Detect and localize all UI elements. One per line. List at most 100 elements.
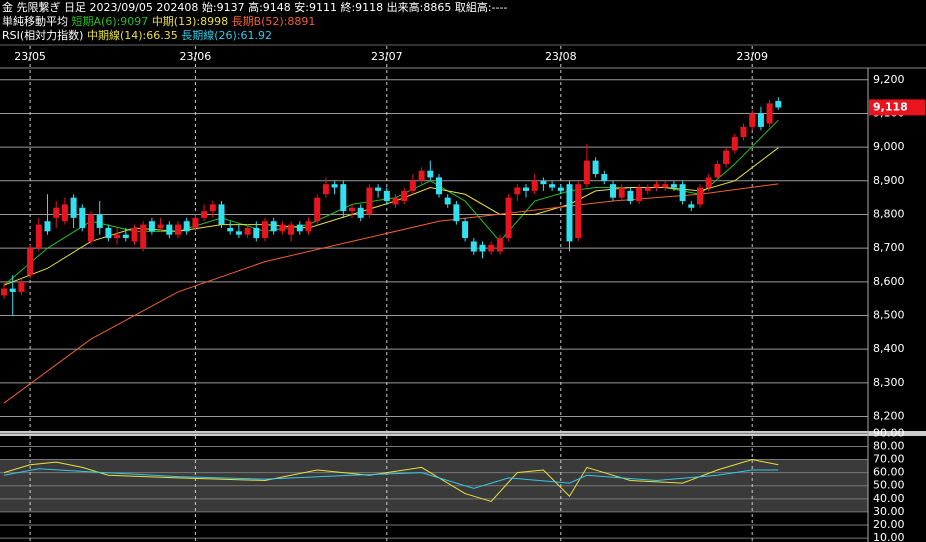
legend-item: 長期B(52):8891 [232,15,316,28]
legend-item: 中期線(14):66.35 [87,28,178,42]
candle-body [566,184,573,242]
candle-body [27,248,34,276]
candle-body [296,224,303,232]
candle-body [409,180,416,191]
y-tick-label: 8,400 [873,342,905,355]
candle-body [479,244,486,252]
candle-body [531,180,538,191]
candle-body [53,207,60,218]
price-tag-label: 9,118 [873,100,908,113]
candle-body [601,174,608,181]
y-tick-label: 8,700 [873,241,905,254]
candle-body [688,204,695,208]
candle-body [392,197,399,205]
candle-body [757,113,764,127]
y-tick-label: 8,800 [873,207,905,220]
candle-body [131,227,138,242]
y-tick-label: 8,900 [873,174,905,187]
candle-body [583,160,590,185]
candle-body [670,184,677,188]
candle-body [427,170,434,178]
y-tick-label: 50.00 [873,479,905,492]
candle-body [723,150,730,164]
candle-body [244,227,251,235]
candle-body [44,221,51,232]
y-tick-label: 90.00 [873,426,905,439]
candle-body [731,137,738,151]
candle-body [192,217,199,228]
y-tick-label: 9,000 [873,140,905,153]
legend-item: 短期A(6):9097 [72,14,149,28]
candle-body [705,177,712,188]
candle-body [653,184,660,188]
legend-item: 長期線(26):61.92 [181,28,272,42]
candle-body [314,197,321,222]
y-tick-label: 10.00 [873,531,905,542]
candle-body [418,170,425,181]
y-tick-label: 8,500 [873,309,905,322]
candle-body [262,221,268,239]
candle-body [610,184,616,198]
candle-body [96,214,103,228]
candle-body [697,187,703,205]
candle-body [35,224,42,249]
candle-body [235,231,242,235]
rsi-legend: RSI(相対力指数) 中期線(14):66.35 長期線(26):61.92 [2,28,272,42]
candle-body [383,190,390,202]
candle-body [488,244,495,252]
candle-body [470,241,477,252]
candle-body [209,204,216,212]
candle-body [340,184,347,212]
y-tick-label: 80.00 [873,439,905,452]
candle-body [523,187,529,191]
legend-item: 中期(13):8998 [152,15,228,28]
candle-body [70,197,77,218]
y-tick-label: 60.00 [873,466,905,479]
indicator-line [3,459,779,503]
candle-body [322,184,329,195]
y-tick-label: 8,300 [873,376,905,389]
candle-body [636,187,643,202]
rsi-title: RSI(相対力指数) [2,28,83,42]
y-tick-label: 8,600 [873,275,905,288]
candle-body [444,197,451,205]
candle-body [349,207,355,212]
candle-body [122,234,129,239]
ma-legend: 単純移動平均 短期A(6):9097 中期(13):8998 長期B(52):8… [2,14,315,28]
candle-body [18,281,25,292]
candle-body [662,184,669,188]
candle-body [357,207,364,218]
x-tick-label: 23/07 [371,50,403,63]
y-tick-label: 30.00 [873,505,905,518]
candle-body [775,101,782,108]
candle-body [270,221,277,232]
candle-body [157,224,164,228]
y-tick-label: 8,200 [873,410,905,423]
candle-body [166,224,173,235]
candle-body [218,204,225,225]
candle-body [1,288,7,296]
candle-body [88,214,94,242]
candle-body [201,211,208,218]
candle-body [253,227,260,239]
candle-body [105,227,112,239]
candle-body [183,221,190,232]
candle-body [9,288,16,292]
candle-body [288,224,295,235]
candle-body [505,197,512,239]
candle-body [496,238,503,252]
candle-body [592,160,599,175]
candle-body [575,184,582,239]
candle-body [375,187,382,191]
candle-body [175,224,181,235]
candle-body [679,184,686,202]
candle-body [540,180,547,185]
candle-body [436,177,442,195]
x-tick-label: 23/06 [180,50,212,63]
candle-body [549,184,556,188]
candle-body [766,103,773,124]
candle-body [462,221,469,239]
candle-body [749,113,756,127]
